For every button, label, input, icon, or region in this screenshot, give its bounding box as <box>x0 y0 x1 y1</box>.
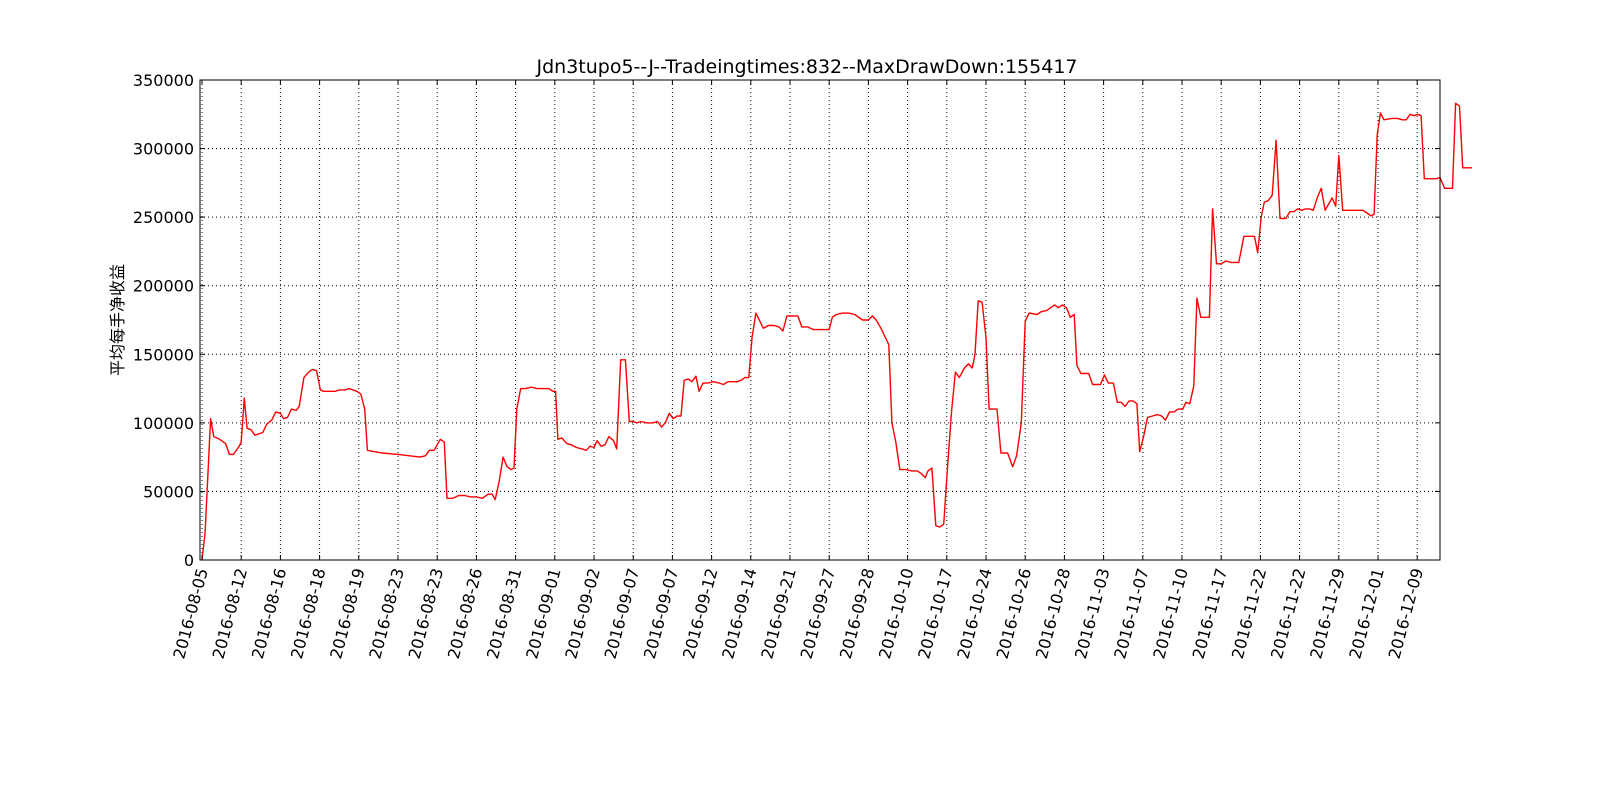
y-tick-label: 50000 <box>143 482 194 501</box>
grid-lines <box>200 80 1440 560</box>
y-tick-label: 350000 <box>133 71 194 90</box>
y-tick-label: 150000 <box>133 345 194 364</box>
y-axis-ticks: 0 50000 100000 150000 200000 250000 300000 3500… <box>133 71 1440 570</box>
series-layer <box>201 102 1473 561</box>
series-line <box>201 102 1473 561</box>
plot-area-frame <box>199 79 1441 561</box>
y-tick-label: 100000 <box>133 414 194 433</box>
y-tick-label: 200000 <box>133 277 194 296</box>
chart-title: Jdn3tupo5--J--Tradeingtimes:832--MaxDraw… <box>536 56 1078 78</box>
y-tick-label: 0 <box>184 551 194 570</box>
y-tick-label: 250000 <box>133 208 194 227</box>
y-tick-label: 300000 <box>133 140 194 159</box>
y-axis-label: 平均每手净收益 <box>108 264 127 376</box>
